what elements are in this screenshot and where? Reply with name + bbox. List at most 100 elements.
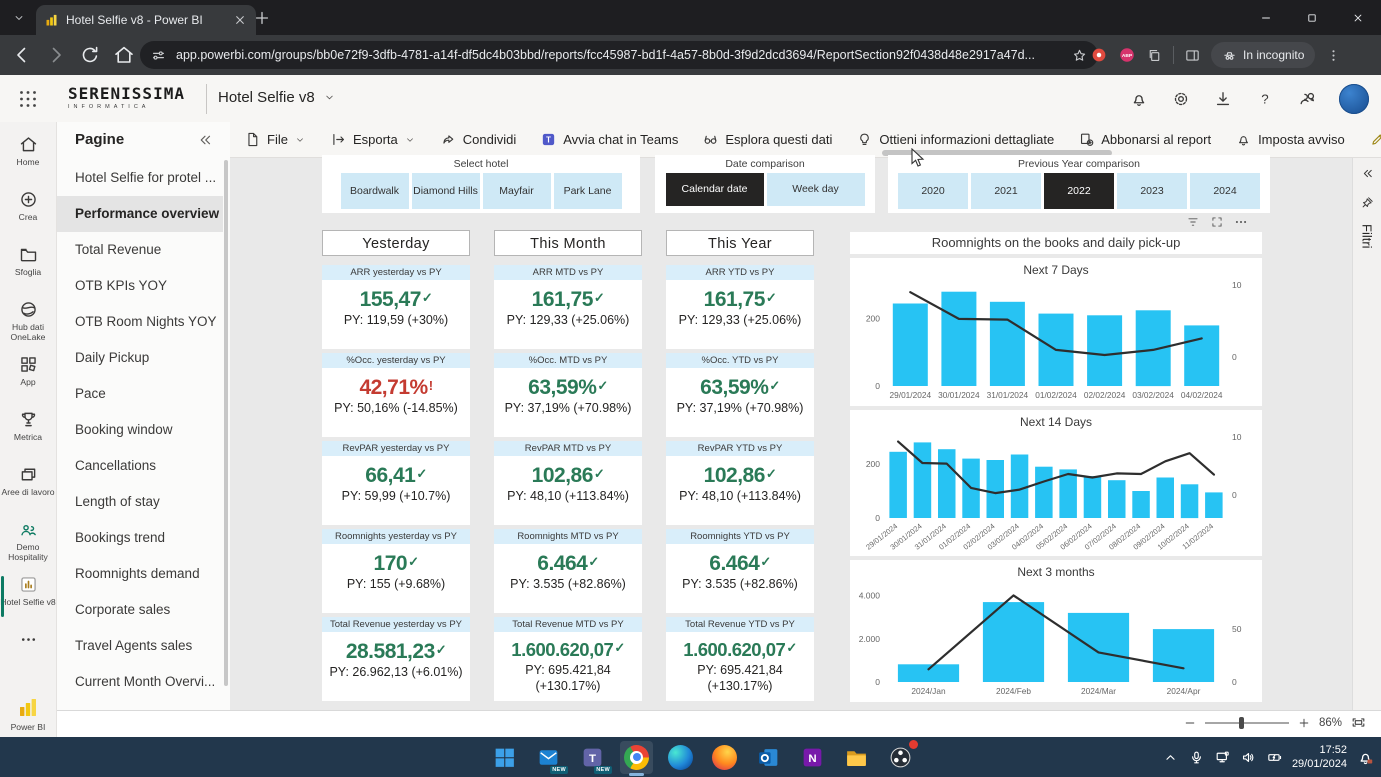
report-title[interactable]: Hotel Selfie v8 bbox=[218, 89, 336, 106]
filter-py-2021[interactable]: 2021 bbox=[971, 173, 1041, 209]
tab-search-button[interactable] bbox=[8, 7, 30, 29]
taskbar-app-edge[interactable] bbox=[664, 741, 697, 774]
sidebar-item-hotel-selfie-v8[interactable]: Hotel Selfie v8 bbox=[0, 570, 56, 623]
more-options-icon[interactable] bbox=[1234, 215, 1248, 229]
filter-py-2020[interactable]: 2020 bbox=[898, 173, 968, 209]
volume-icon[interactable] bbox=[1240, 749, 1257, 766]
page-item-travel-agents-sales[interactable]: Travel Agents sales bbox=[75, 638, 193, 653]
filter-hotel-park-lane[interactable]: Park Lane bbox=[553, 173, 622, 209]
page-item-otb-room-nights-yoy[interactable]: OTB Room Nights YOY bbox=[75, 314, 217, 329]
page-item-current-month-overvi[interactable]: Current Month Overvi... bbox=[75, 674, 216, 689]
extension-clipboard-icon[interactable] bbox=[1146, 47, 1163, 64]
taskbar-app-onenote[interactable]: N bbox=[796, 741, 829, 774]
menu-item-modifica[interactable]: Modifica bbox=[1369, 131, 1381, 148]
page-item-daily-pickup[interactable]: Daily Pickup bbox=[75, 350, 150, 365]
sidebar-item-metrica[interactable]: Metrica bbox=[0, 405, 56, 458]
chart-next-14-days[interactable]: Next 14 Days 200 0 10 0 29/01/2024 30/01/2024… bbox=[850, 410, 1262, 556]
chart-next-7-days[interactable]: Next 7 Days 200 0 10 0 29/01/2024 30/01/2024 3… bbox=[850, 258, 1262, 406]
sidebar-item-more[interactable] bbox=[0, 625, 56, 678]
kpi-card-revpar-mtd-vs-py[interactable]: RevPAR MTD vs PY 102,86✓ PY: 48,10 (+113.8… bbox=[494, 441, 642, 525]
chevron-down-icon[interactable] bbox=[323, 91, 336, 104]
taskbar-app-teams[interactable]: T NEW bbox=[576, 741, 612, 774]
menu-item-condividi[interactable]: Condividi bbox=[440, 131, 516, 148]
feedback-icon[interactable] bbox=[1297, 89, 1317, 109]
menu-item-file[interactable]: File bbox=[244, 131, 306, 148]
pages-scrollbar[interactable] bbox=[224, 160, 228, 686]
canvas-scrollbar[interactable] bbox=[882, 150, 1112, 156]
zoom-out-icon[interactable] bbox=[1183, 716, 1197, 730]
filter-hotel-mayfair[interactable]: Mayfair bbox=[482, 173, 551, 209]
kpi-card-occ-ytd-vs-py[interactable]: %Occ. YTD vs PY 63,59%✓ PY: 37,19% (+70.98… bbox=[666, 353, 814, 437]
page-item-hotel-selfie-for-protel[interactable]: Hotel Selfie for protel ... bbox=[75, 170, 217, 185]
url-text[interactable]: app.powerbi.com/groups/bb0e72f9-3dfb-478… bbox=[176, 48, 1035, 62]
menu-item-esplora-questi-dati[interactable]: Esplora questi dati bbox=[702, 131, 832, 148]
battery-icon[interactable] bbox=[1266, 749, 1283, 766]
kpi-card-revpar-yesterday-vs-py[interactable]: RevPAR yesterday vs PY 66,41✓ PY: 59,99 (+… bbox=[322, 441, 470, 525]
adblock-plus-icon[interactable]: ABP bbox=[1118, 46, 1136, 64]
taskbar-app-outlook-classic[interactable] bbox=[752, 741, 785, 774]
menu-item-imposta-avviso[interactable]: Imposta avviso bbox=[1235, 131, 1345, 148]
kpi-card-roomnights-mtd-vs-py[interactable]: Roomnights MTD vs PY 6.464✓ PY: 3.535 (+82… bbox=[494, 529, 642, 613]
filter-py-2023[interactable]: 2023 bbox=[1117, 173, 1187, 209]
sidebar-item-demo-hospitality[interactable]: Demo Hospitality bbox=[0, 515, 56, 568]
user-avatar[interactable] bbox=[1339, 84, 1369, 114]
kpi-card-revpar-ytd-vs-py[interactable]: RevPAR YTD vs PY 102,86✓ PY: 48,10 (+113.8… bbox=[666, 441, 814, 525]
page-item-corporate-sales[interactable]: Corporate sales bbox=[75, 602, 171, 617]
kpi-card-roomnights-yesterday-vs-py[interactable]: Roomnights yesterday vs PY 170✓ PY: 155 (+… bbox=[322, 529, 470, 613]
browser-home-button[interactable] bbox=[112, 43, 136, 67]
page-item-length-of-stay[interactable]: Length of stay bbox=[75, 494, 160, 509]
collapse-pages-icon[interactable] bbox=[196, 131, 214, 149]
page-item-pace[interactable]: Pace bbox=[75, 386, 106, 401]
page-item-bookings-trend[interactable]: Bookings trend bbox=[75, 530, 166, 545]
page-item-otb-kpis-yoy[interactable]: OTB KPIs YOY bbox=[75, 278, 168, 293]
page-item-cancellations[interactable]: Cancellations bbox=[75, 458, 157, 473]
browser-tab[interactable]: Hotel Selfie v8 - Power BI bbox=[36, 5, 256, 35]
filter-py-2024[interactable]: 2024 bbox=[1190, 173, 1260, 209]
filters-pane-label[interactable]: Filtri bbox=[1359, 224, 1375, 249]
zoom-slider-handle[interactable] bbox=[1238, 716, 1244, 729]
kpi-card-total-revenue-ytd-vs-py[interactable]: Total Revenue YTD vs PY 1.600.620,07✓ PY: … bbox=[666, 617, 814, 701]
sidebar-item-crea[interactable]: Crea bbox=[0, 185, 56, 238]
notifications-icon[interactable] bbox=[1129, 89, 1149, 109]
window-close-button[interactable] bbox=[1335, 0, 1381, 35]
page-item-performance-overview[interactable]: Performance overview bbox=[57, 196, 223, 232]
kpi-card-arr-yesterday-vs-py[interactable]: ARR yesterday vs PY 155,47✓ PY: 119,59 (+3… bbox=[322, 265, 470, 349]
notification-bell-icon[interactable] bbox=[1356, 748, 1375, 767]
expand-filters-icon[interactable] bbox=[1360, 166, 1375, 181]
filter-py-2022[interactable]: 2022 bbox=[1044, 173, 1114, 209]
filter-date-calendar-date[interactable]: Calendar date bbox=[665, 173, 764, 206]
chart-next-3-months[interactable]: Next 3 months 4.000 2.000 0 50 0 2024/Jan 2024… bbox=[850, 560, 1262, 702]
menu-item-ottieni-informazioni-dettagliate[interactable]: Ottieni informazioni dettagliate bbox=[856, 131, 1054, 148]
pin-icon[interactable] bbox=[1360, 195, 1375, 210]
address-bar[interactable]: app.powerbi.com/groups/bb0e72f9-3dfb-478… bbox=[140, 41, 1098, 69]
filter-funnel-icon[interactable] bbox=[1186, 215, 1200, 229]
microphone-icon[interactable] bbox=[1188, 749, 1205, 766]
help-icon[interactable]: ? bbox=[1255, 89, 1275, 109]
kpi-card-total-revenue-mtd-vs-py[interactable]: Total Revenue MTD vs PY 1.600.620,07✓ PY: … bbox=[494, 617, 642, 701]
browser-menu-icon[interactable] bbox=[1325, 47, 1342, 64]
back-button[interactable] bbox=[10, 43, 34, 67]
window-maximize-button[interactable] bbox=[1289, 0, 1335, 35]
taskbar-app-chrome[interactable] bbox=[620, 740, 653, 776]
page-item-total-revenue[interactable]: Total Revenue bbox=[75, 242, 162, 257]
taskbar-app-windows-start[interactable] bbox=[488, 741, 521, 774]
focus-mode-icon[interactable] bbox=[1210, 215, 1224, 229]
tab-close-icon[interactable] bbox=[232, 12, 248, 28]
refresh-button[interactable] bbox=[78, 43, 102, 67]
filter-hotel-diamond-hills[interactable]: Diamond Hills bbox=[411, 173, 480, 209]
tray-expand-icon[interactable] bbox=[1162, 749, 1179, 766]
page-item-booking-window[interactable]: Booking window bbox=[75, 422, 173, 437]
kpi-card-occ-yesterday-vs-py[interactable]: %Occ. yesterday vs PY 42,71%! PY: 50,16% (… bbox=[322, 353, 470, 437]
taskbar-app-obs[interactable] bbox=[884, 739, 918, 774]
kpi-card-roomnights-ytd-vs-py[interactable]: Roomnights YTD vs PY 6.464✓ PY: 3.535 (+82… bbox=[666, 529, 814, 613]
taskbar-clock[interactable]: 17:52 29/01/2024 bbox=[1292, 743, 1347, 772]
zoom-in-icon[interactable] bbox=[1297, 716, 1311, 730]
page-item-roomnights-demand[interactable]: Roomnights demand bbox=[75, 566, 200, 581]
sidebar-item-sfoglia[interactable]: Sfoglia bbox=[0, 240, 56, 293]
bookmark-star-icon[interactable] bbox=[1071, 47, 1088, 64]
kpi-card-total-revenue-yesterday-vs-py[interactable]: Total Revenue yesterday vs PY 28.581,23✓ P… bbox=[322, 617, 470, 701]
sidebar-item-aree-di-lavoro[interactable]: Aree di lavoro bbox=[0, 460, 56, 513]
menu-item-esporta[interactable]: Esporta bbox=[330, 131, 416, 148]
site-settings-icon[interactable] bbox=[150, 47, 167, 64]
filter-date-week-day[interactable]: Week day bbox=[766, 173, 865, 206]
